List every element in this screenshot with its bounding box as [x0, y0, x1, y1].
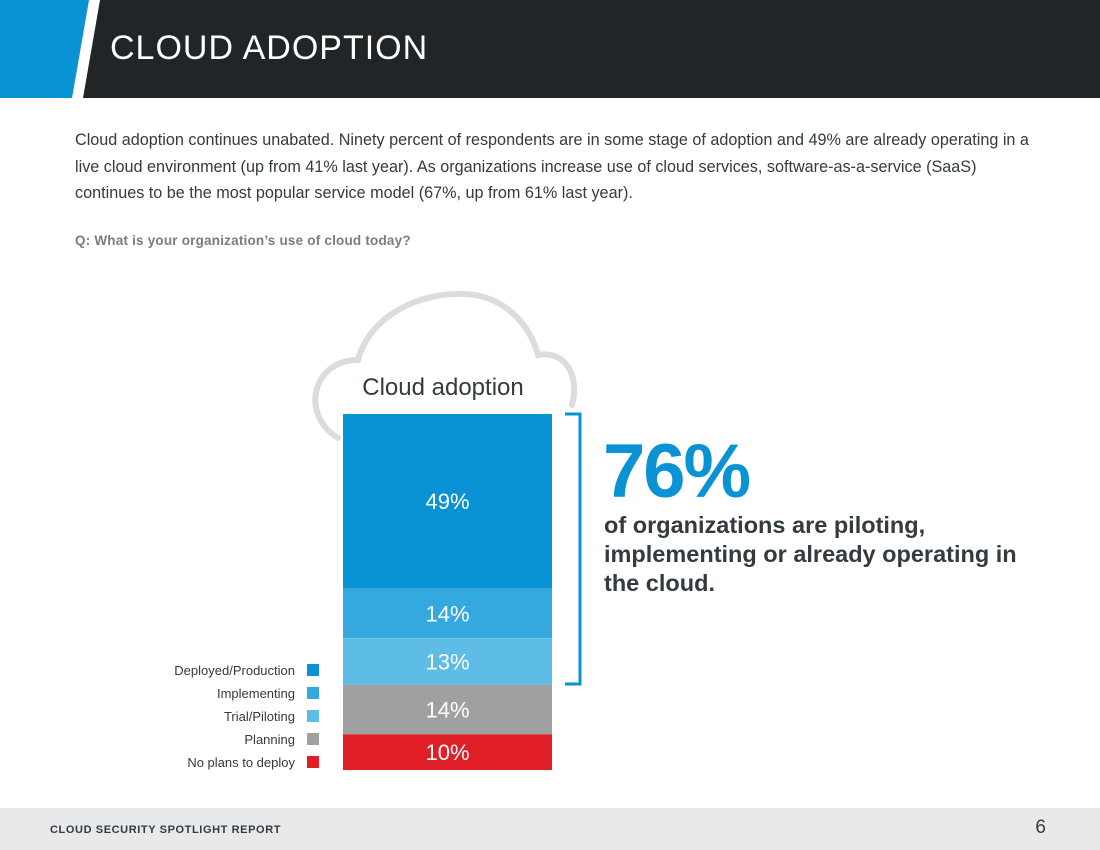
legend-swatch-planning [307, 733, 319, 745]
page-footer: CLOUD SECURITY SPOTLIGHT REPORT 6 [0, 808, 1100, 850]
cloud-outline-icon [312, 290, 578, 441]
data-label-deployed-production: 49% [425, 489, 469, 514]
data-label-planning: 14% [425, 698, 469, 723]
chart-legend: Deployed/Production Implementing Trial/Pil… [174, 663, 319, 770]
page-number: 6 [1035, 817, 1046, 838]
callout-bracket [565, 412, 582, 686]
legend-swatch-no-plans-to-deploy [307, 756, 319, 768]
survey-question: Q: What is your organization’s use of cl… [75, 233, 411, 248]
data-label-implementing: 14% [425, 601, 469, 626]
page-title: CLOUD ADOPTION [110, 29, 429, 67]
legend-label-implementing: Implementing [217, 686, 295, 701]
legend-label-deployed-production: Deployed/Production [174, 663, 295, 678]
report-title: CLOUD SECURITY SPOTLIGHT REPORT [50, 824, 282, 836]
bar-segment-implementing [343, 588, 552, 639]
bar-segment-deployed-production [343, 414, 552, 589]
chart-title: Cloud adoption [362, 374, 523, 401]
legend-label-trial-piloting: Trial/Piloting [224, 709, 295, 724]
bar-segment-planning [343, 684, 552, 735]
legend-swatch-deployed-production [307, 664, 319, 676]
cloud-adoption-chart: Cloud adoption 49% 14% 13% 14% 10% Deployed/… [174, 290, 582, 770]
legend-label-planning: Planning [244, 732, 295, 747]
data-label-trial-piloting: 13% [425, 649, 469, 674]
bar-segment-no-plans-to-deploy [343, 734, 552, 770]
legend-label-no-plans-to-deploy: No plans to deploy [187, 755, 295, 770]
callout-text: of organizations are piloting, implement… [604, 512, 1017, 596]
stacked-bar: 49% 14% 13% 14% 10% [343, 414, 552, 770]
callout-percentage: 76% [603, 429, 751, 514]
legend-swatch-implementing [307, 687, 319, 699]
bar-segment-trial-piloting [343, 638, 552, 685]
data-label-no-plans-to-deploy: 10% [425, 740, 469, 765]
page-header: CLOUD ADOPTION [0, 0, 1100, 98]
header-accent-stripe [0, 0, 100, 98]
intro-paragraph: Cloud adoption continues unabated. Ninet… [75, 131, 1029, 202]
legend-swatch-trial-piloting [307, 710, 319, 722]
